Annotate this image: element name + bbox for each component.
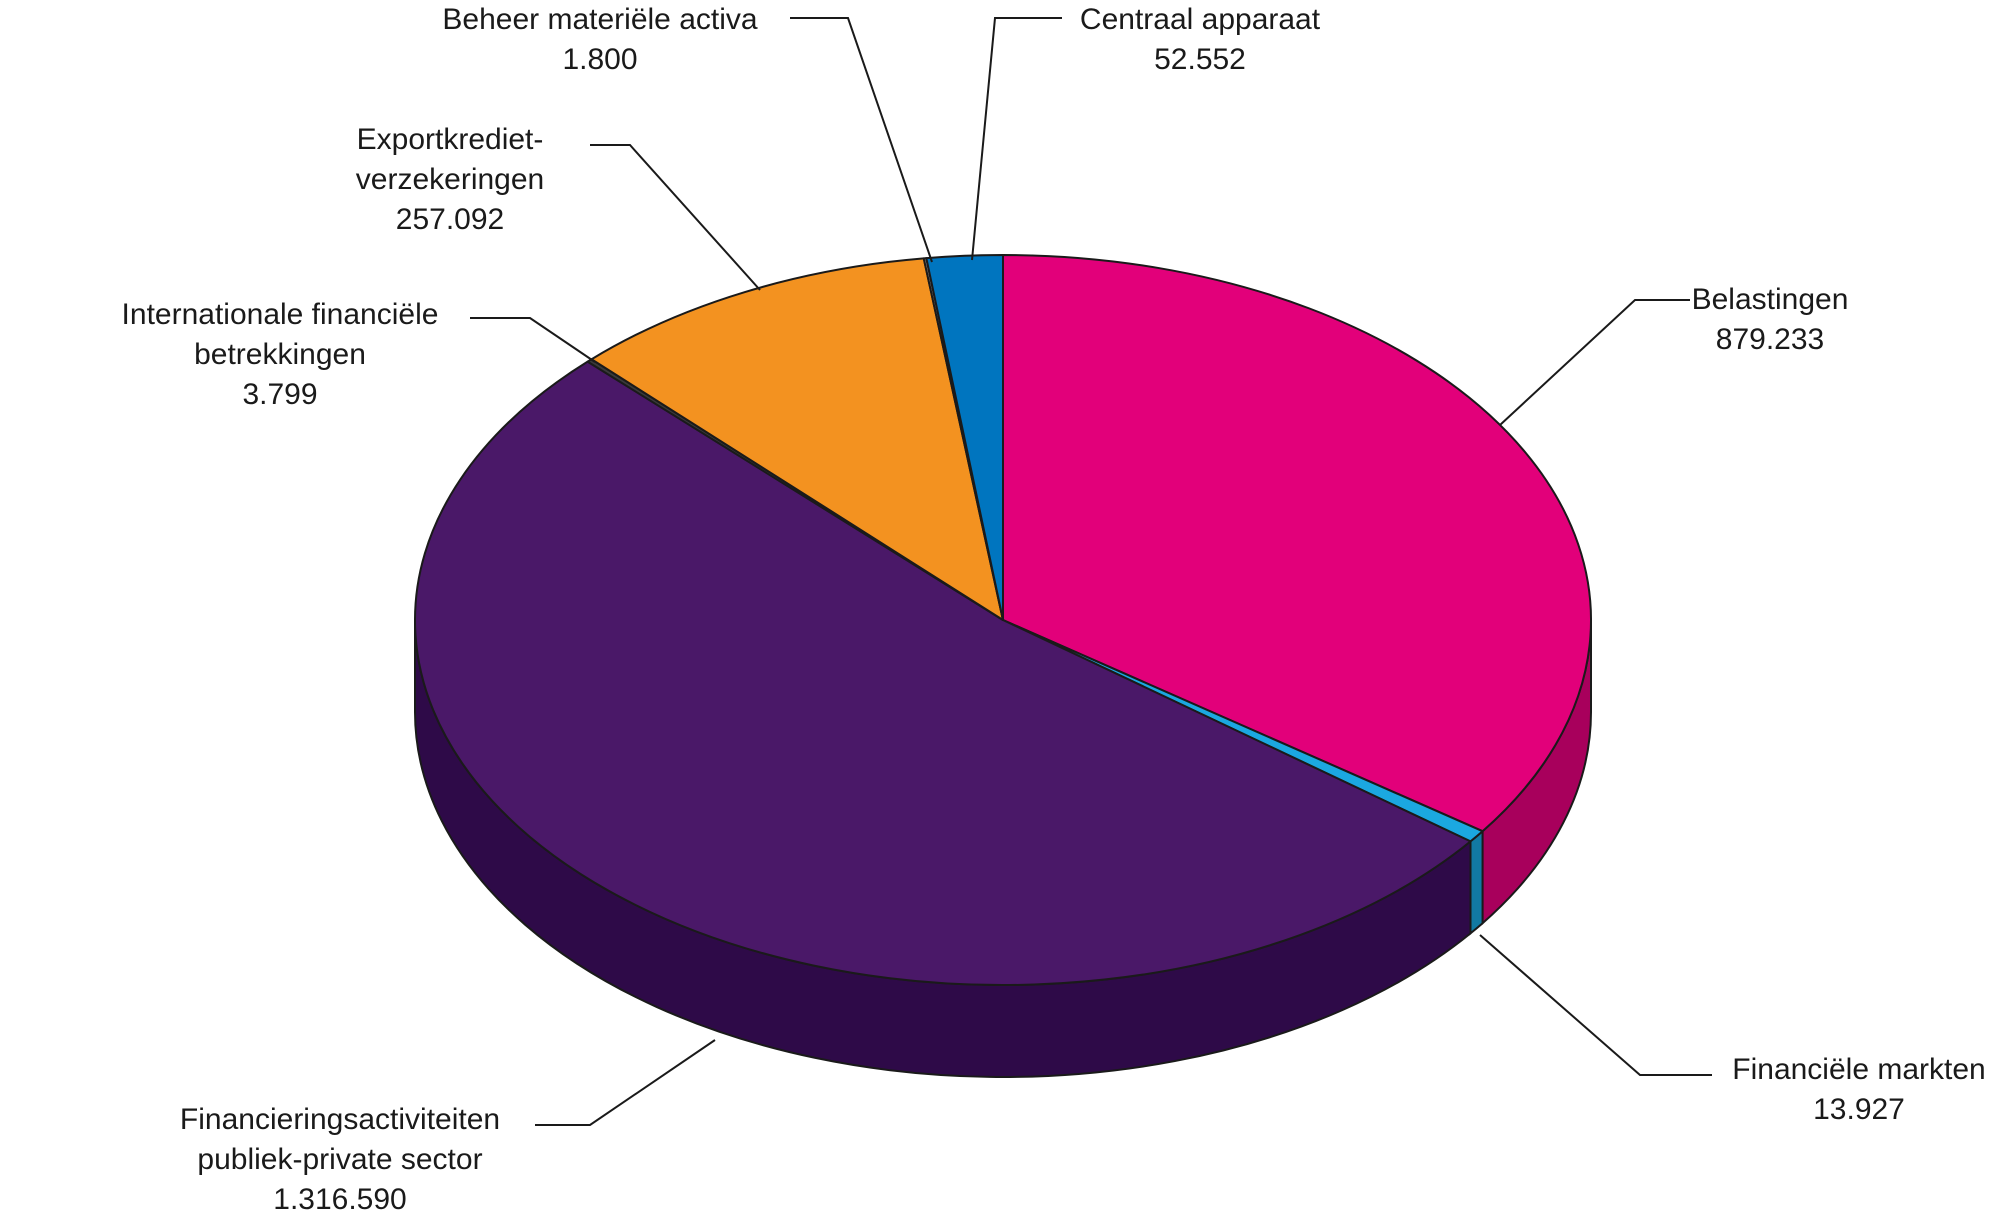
- pie-slice-belastingen: [1002, 254, 1592, 833]
- slice-label: Financiële markten: [1732, 1053, 1986, 1086]
- leader-line-financieringsactiviteiten: [535, 1039, 716, 1126]
- leader-line-internationale-financiele: [470, 317, 596, 363]
- slice-label: betrekkingen: [194, 338, 366, 371]
- slice-label: Centraal apparaat: [1079, 3, 1321, 36]
- slice-label: Exportkrediet-: [356, 123, 544, 156]
- label-financiele-markten: Financiële markten 13.927: [1710, 1050, 2008, 1130]
- slice-label: publiek-private sector: [197, 1143, 483, 1176]
- slice-value-label: 3.799: [242, 378, 318, 411]
- leader-line-belastingen: [1499, 299, 1690, 426]
- label-beheer-materiele-activa: Beheer materiële activa 1.800: [400, 0, 800, 80]
- slice-label: Beheer materiële activa: [442, 3, 758, 36]
- slice-label: Internationale financiële: [121, 298, 439, 331]
- slice-label: Financieringsactiviteiten: [179, 1103, 501, 1136]
- pie-slice-exportkredietverzekeringen: [590, 257, 1004, 621]
- pie-slice-financieringsactiviteiten-publiek-private-sector: [414, 360, 1472, 986]
- label-belastingen: Belastingen 879.233: [1670, 280, 1870, 360]
- leader-line-exportkredietverzekeringen: [590, 144, 761, 291]
- pie-slice-centraal-apparaat: [925, 254, 1004, 621]
- label-centraal-apparaat: Centraal apparaat 52.552: [1035, 0, 1365, 80]
- slice-value-label: 1.800: [562, 43, 638, 76]
- pie-side-financiele-markten: [1469, 829, 1484, 936]
- slice-label: verzekeringen: [355, 163, 545, 196]
- leader-line-financiele-markten: [1479, 934, 1712, 1076]
- slice-label: Belastingen: [1691, 283, 1849, 316]
- leader-line-beheer-materiele-activa: [790, 17, 933, 263]
- slice-value-label: 52.552: [1154, 43, 1246, 76]
- slice-value-label: 13.927: [1813, 1093, 1905, 1126]
- leader-line-centraal-apparaat: [971, 17, 1062, 261]
- label-financieringsactiviteiten: Financieringsactiviteiten publiek-privat…: [140, 1100, 540, 1220]
- slice-value-label: 879.233: [1715, 323, 1825, 356]
- slice-value-label: 1.316.590: [273, 1183, 407, 1216]
- slice-value-label: 257.092: [395, 203, 505, 236]
- label-exportkredietverzekeringen: Exportkrediet- verzekeringen 257.092: [320, 120, 580, 240]
- label-internationale-financiele-betrekkingen: Internationale financiële betrekkingen 3…: [80, 295, 480, 415]
